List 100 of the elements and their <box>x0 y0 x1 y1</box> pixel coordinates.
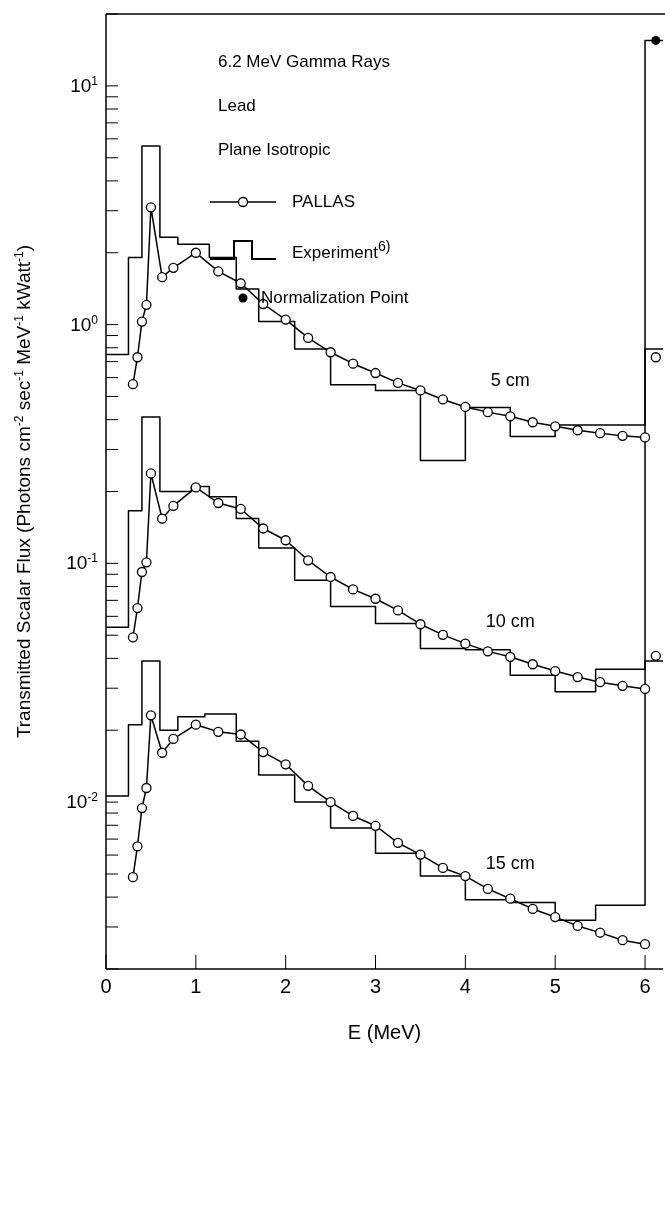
point <box>132 352 143 363</box>
point <box>347 358 359 369</box>
point <box>157 272 168 283</box>
x-axis-title: E (MeV) <box>347 1021 422 1043</box>
point <box>127 379 139 390</box>
legend-label: Normalization Point <box>261 288 409 308</box>
point <box>415 385 426 396</box>
x-tick-label: 1 <box>190 975 202 997</box>
point <box>127 872 139 883</box>
point <box>650 650 661 661</box>
point <box>370 820 381 831</box>
point <box>437 629 449 640</box>
annotation: Plane Isotropic <box>218 140 331 159</box>
point <box>650 352 661 363</box>
annotation: 15 cm <box>485 852 535 873</box>
point <box>460 870 471 882</box>
annotation: 10 cm <box>485 610 535 631</box>
point <box>280 314 291 325</box>
point <box>392 377 404 389</box>
point <box>302 780 314 791</box>
annotation: Lead <box>218 96 256 115</box>
point <box>145 202 157 213</box>
point <box>235 278 246 289</box>
point <box>258 746 269 758</box>
point <box>280 759 291 770</box>
y-tick-label: 10$^{-1}$ <box>66 551 99 574</box>
point <box>639 939 651 950</box>
point <box>460 638 471 649</box>
legend-label: PALLAS <box>292 192 356 212</box>
point <box>132 602 143 614</box>
point <box>370 593 381 604</box>
point <box>482 406 493 418</box>
point <box>617 430 628 442</box>
point <box>141 557 152 568</box>
point <box>136 316 148 327</box>
point <box>572 425 583 436</box>
y-tick-label: 10$^{-2}$ <box>66 790 99 813</box>
annotation: 5 cm <box>490 370 530 391</box>
point <box>550 911 561 923</box>
point <box>594 428 606 439</box>
y-tick-label: 10$^{1}$ <box>70 73 99 96</box>
point <box>141 782 152 794</box>
point <box>550 421 561 432</box>
point <box>325 571 336 583</box>
point <box>370 367 381 379</box>
legend-label: Experiment$^{6)}$ <box>292 237 391 263</box>
point <box>482 883 493 895</box>
point <box>132 841 143 852</box>
point <box>136 566 148 578</box>
point <box>505 411 516 422</box>
y-tick-label: 10$^{0}$ <box>70 312 99 335</box>
point <box>415 849 426 860</box>
point <box>594 677 606 688</box>
point <box>572 920 583 932</box>
x-tick-label: 5 <box>549 975 561 997</box>
point <box>127 632 139 643</box>
point <box>505 893 516 904</box>
point <box>527 659 538 670</box>
point <box>157 747 168 758</box>
x-tick-label: 2 <box>280 975 292 997</box>
point <box>651 35 661 45</box>
point <box>392 837 404 849</box>
point <box>460 401 471 413</box>
point <box>168 262 179 273</box>
x-tick-label: 3 <box>369 975 382 997</box>
point <box>347 810 359 822</box>
point <box>302 332 314 344</box>
point <box>527 903 538 915</box>
x-tick-label: 4 <box>459 975 471 997</box>
point <box>302 555 314 566</box>
x-tick-label: 0 <box>100 975 112 997</box>
point <box>157 513 168 524</box>
point <box>617 680 628 691</box>
point <box>213 726 224 737</box>
point <box>168 500 179 512</box>
point <box>136 802 148 814</box>
point <box>437 862 449 874</box>
point <box>617 935 628 946</box>
point <box>258 523 269 534</box>
point <box>141 299 152 311</box>
point <box>347 584 359 595</box>
point <box>437 394 449 405</box>
point <box>482 646 493 657</box>
point <box>235 729 246 740</box>
point <box>280 535 291 546</box>
point <box>639 683 651 695</box>
x-tick-label: 6 <box>639 975 651 997</box>
point <box>392 605 404 616</box>
point <box>213 266 224 277</box>
point <box>190 482 201 493</box>
point <box>325 347 336 358</box>
point <box>572 671 583 683</box>
point <box>190 247 201 258</box>
point <box>527 417 538 428</box>
point <box>505 651 516 662</box>
point <box>213 497 224 509</box>
point <box>190 719 201 730</box>
point <box>145 468 157 479</box>
point <box>415 619 426 630</box>
point <box>550 665 561 677</box>
